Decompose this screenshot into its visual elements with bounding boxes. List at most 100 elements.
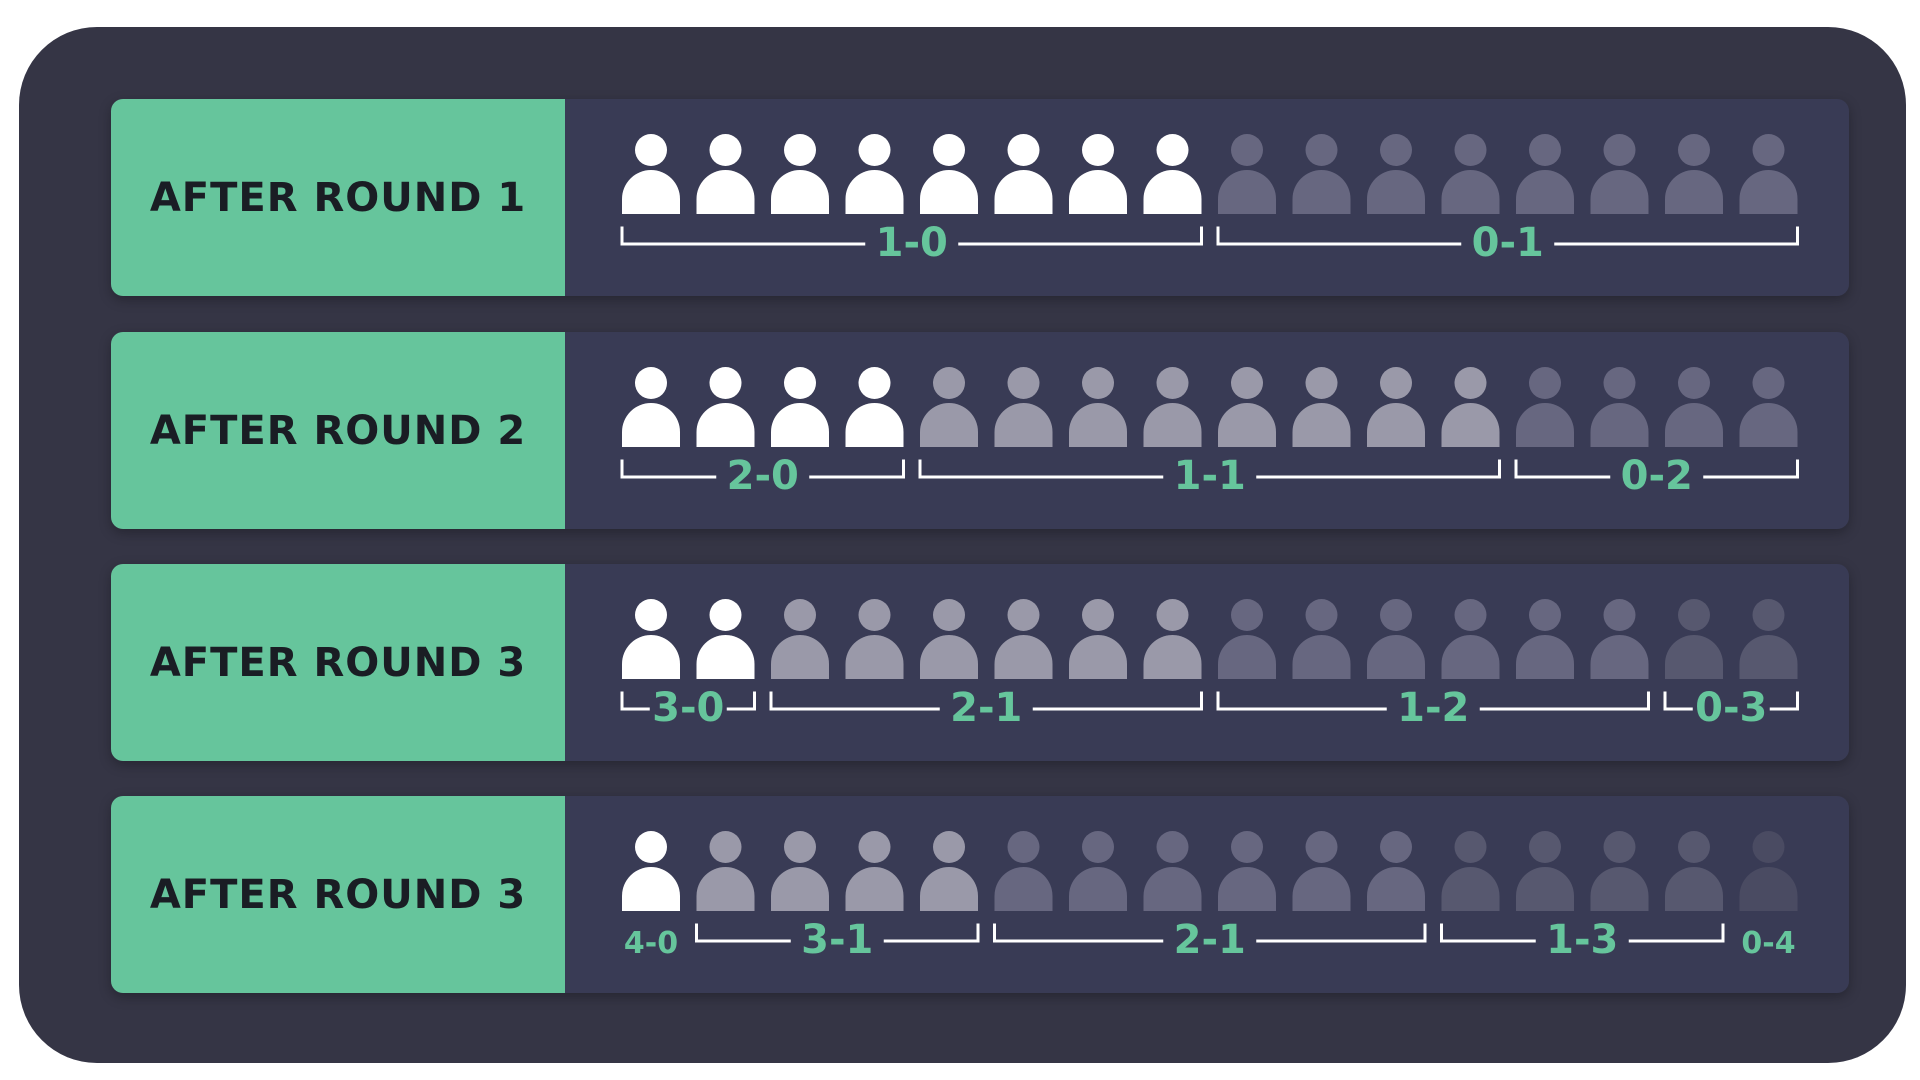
person-icon bbox=[1739, 134, 1798, 214]
round-label-box: AFTER ROUND 3 bbox=[111, 564, 565, 761]
record-label: 1-2 bbox=[1397, 685, 1469, 731]
record-group: 0-1 bbox=[1216, 220, 1799, 266]
person-icon bbox=[1292, 134, 1351, 214]
bracket-right bbox=[809, 459, 905, 479]
person-icon bbox=[1367, 367, 1425, 447]
record-group: 1-1 bbox=[918, 453, 1501, 499]
person-icon bbox=[845, 831, 904, 911]
person-icon bbox=[1069, 831, 1127, 911]
round-label: AFTER ROUND 1 bbox=[149, 174, 527, 221]
bracket-right bbox=[1032, 691, 1203, 711]
record-group: 1-0 bbox=[620, 220, 1203, 266]
person-icon bbox=[1516, 367, 1574, 447]
person-icon bbox=[1590, 367, 1649, 447]
round-row: AFTER ROUND 1 1-0 0-1 bbox=[111, 99, 1849, 296]
bracket-left bbox=[620, 459, 717, 479]
bracket-left bbox=[695, 923, 791, 943]
person-icon bbox=[1516, 599, 1574, 679]
person-icon bbox=[1665, 831, 1723, 911]
players-graphic: 3-0 2-1 1-2 0-3 bbox=[620, 599, 1799, 731]
person-icon bbox=[622, 134, 680, 214]
round-row: AFTER ROUND 3 4-0 3-1 2-1 1-3 0-4 bbox=[111, 796, 1849, 993]
record-label: 0-3 bbox=[1695, 685, 1767, 731]
person-icon bbox=[1516, 831, 1574, 911]
person-icon bbox=[845, 599, 904, 679]
person-icon bbox=[1218, 599, 1276, 679]
record-group: 3-0 bbox=[620, 685, 756, 731]
person-icon bbox=[1590, 831, 1649, 911]
bracket-left bbox=[1216, 691, 1387, 711]
bracket-right bbox=[1769, 691, 1799, 711]
person-icon bbox=[1665, 134, 1723, 214]
record-label: 2-0 bbox=[727, 453, 799, 499]
person-icon bbox=[1367, 599, 1425, 679]
person-icon bbox=[994, 831, 1053, 911]
record-label: 1-1 bbox=[1174, 453, 1246, 499]
person-icon bbox=[1441, 831, 1500, 911]
person-icon bbox=[920, 134, 978, 214]
person-icon bbox=[1367, 831, 1425, 911]
bracket-left bbox=[918, 459, 1164, 479]
person-icon bbox=[845, 367, 904, 447]
person-icon bbox=[1218, 367, 1276, 447]
person-icon bbox=[1441, 367, 1500, 447]
person-icon bbox=[1143, 831, 1202, 911]
bracket-left bbox=[993, 923, 1164, 943]
bracket-right bbox=[1256, 459, 1501, 479]
round-label-box: AFTER ROUND 3 bbox=[111, 796, 565, 993]
record-group: 3-1 bbox=[695, 917, 980, 963]
record-group: 4-0 bbox=[624, 926, 678, 961]
round-label-box: AFTER ROUND 1 bbox=[111, 99, 565, 296]
person-icon bbox=[1143, 134, 1202, 214]
person-icon bbox=[1143, 599, 1202, 679]
round-label: AFTER ROUND 3 bbox=[149, 639, 527, 686]
person-icon bbox=[1739, 831, 1798, 911]
record-group: 0-2 bbox=[1514, 453, 1799, 499]
person-icon bbox=[696, 599, 755, 679]
record-label: 0-1 bbox=[1472, 220, 1544, 266]
person-icon bbox=[845, 134, 904, 214]
players-panel: 4-0 3-1 2-1 1-3 0-4 bbox=[565, 796, 1849, 993]
record-group: 1-3 bbox=[1440, 917, 1725, 963]
bracket-left bbox=[1514, 459, 1611, 479]
person-icon bbox=[1441, 134, 1500, 214]
record-label: 0-4 bbox=[1741, 926, 1795, 961]
bracket-left bbox=[1216, 226, 1462, 246]
players-graphic: 4-0 3-1 2-1 1-3 0-4 bbox=[622, 831, 1798, 963]
person-icon bbox=[1069, 599, 1127, 679]
person-icon bbox=[771, 599, 829, 679]
person-icon bbox=[1218, 134, 1276, 214]
person-icon bbox=[771, 831, 829, 911]
record-label: 1-3 bbox=[1546, 917, 1618, 963]
person-icon bbox=[994, 599, 1053, 679]
bracket-left bbox=[620, 226, 866, 246]
person-icon bbox=[920, 831, 978, 911]
person-icon bbox=[1069, 367, 1127, 447]
person-icon bbox=[1739, 599, 1798, 679]
record-label: 2-1 bbox=[1174, 917, 1246, 963]
players-panel: 1-0 0-1 bbox=[565, 99, 1849, 296]
bracket-right bbox=[1256, 923, 1427, 943]
diagram-frame: AFTER ROUND 1 1-0 0-1 AFTER ROUND 2 2-0 1-… bbox=[19, 27, 1906, 1063]
record-label: 2-1 bbox=[950, 685, 1022, 731]
person-icon bbox=[771, 367, 829, 447]
person-icon bbox=[1292, 599, 1351, 679]
person-icon bbox=[696, 134, 755, 214]
record-label: 3-1 bbox=[801, 917, 873, 963]
person-icon bbox=[1292, 831, 1351, 911]
record-group: 2-1 bbox=[993, 917, 1427, 963]
round-label: AFTER ROUND 2 bbox=[149, 407, 527, 454]
bracket-right bbox=[958, 226, 1203, 246]
players-panel: 2-0 1-1 0-2 bbox=[565, 332, 1849, 529]
record-label: 3-0 bbox=[652, 685, 724, 731]
person-icon bbox=[1665, 599, 1723, 679]
bracket-right bbox=[883, 923, 980, 943]
person-icon bbox=[622, 367, 680, 447]
person-icon bbox=[1143, 367, 1202, 447]
person-icon bbox=[1665, 367, 1723, 447]
person-icon bbox=[771, 134, 829, 214]
person-icon bbox=[696, 367, 755, 447]
person-icon bbox=[920, 367, 978, 447]
bracket-right bbox=[1703, 459, 1799, 479]
record-group: 0-4 bbox=[1741, 926, 1795, 961]
